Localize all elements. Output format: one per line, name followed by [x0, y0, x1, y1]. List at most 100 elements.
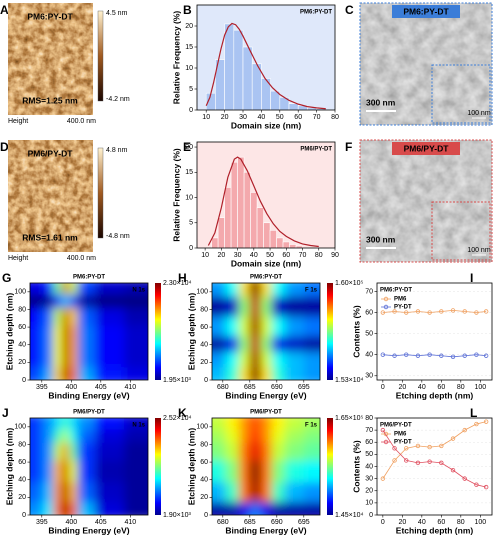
- series-marker: [462, 476, 467, 481]
- legend-label: PY-DT: [394, 440, 412, 446]
- y-tick-label: 60: [365, 439, 373, 446]
- series-marker: [450, 354, 456, 360]
- y-tick-label: 20: [365, 488, 373, 495]
- heatmap-cell: [239, 418, 251, 430]
- heatmap-cell: [303, 283, 320, 297]
- x-tick-label: 10: [202, 114, 210, 121]
- y-tick-label: 10: [365, 500, 373, 507]
- heatmap-cell: [303, 442, 320, 461]
- series-marker: [462, 309, 467, 314]
- series-marker: [483, 353, 489, 358]
- series-marker: [427, 310, 432, 315]
- heatmap-cell: [94, 501, 125, 515]
- y-tick-label: 80: [18, 441, 26, 448]
- footer-right: 400.0 nm: [67, 118, 96, 125]
- x-tick-label: 20: [398, 519, 406, 526]
- heatmap-cell: [94, 366, 125, 380]
- heatmap-cell: [30, 481, 43, 503]
- heatmap-cell: [94, 442, 125, 461]
- heatmap-cell: [284, 481, 305, 503]
- heatmap-cell: [30, 459, 43, 483]
- heatmap-cell: [249, 316, 262, 337]
- heatmap-cell: [303, 316, 320, 337]
- series-marker: [404, 310, 409, 315]
- y-tick-label: 0: [22, 512, 26, 519]
- scale-label: 300 nm: [366, 234, 396, 244]
- colorbar: [155, 418, 161, 515]
- series-marker: [380, 352, 386, 357]
- histogram-bar: [233, 29, 244, 111]
- x-tick-label: 690: [271, 384, 283, 391]
- series-marker: [415, 460, 421, 466]
- histogram-bar: [263, 222, 271, 249]
- x-tick-label: 80: [315, 252, 323, 259]
- heatmap-cell: [225, 316, 240, 337]
- y-tick-label: 100: [14, 289, 26, 296]
- inset-image: [432, 65, 490, 123]
- heatmap-cell: [77, 283, 96, 295]
- heatmap-cell: [303, 481, 320, 503]
- heatmap-cell: [30, 418, 43, 430]
- x-tick-label: 100: [474, 384, 486, 391]
- series-marker: [483, 484, 489, 490]
- heatmap-cell: [284, 366, 305, 380]
- colorbar: [327, 283, 333, 380]
- x-tick-label: 50: [266, 252, 274, 259]
- y-tick-label: 80: [200, 441, 208, 448]
- heatmap-cell: [249, 283, 262, 297]
- x-axis-label: Domain size (nm): [231, 258, 302, 268]
- y-tick-label: 40: [365, 352, 373, 359]
- colorbar-label: 1.53×10⁴: [335, 377, 364, 384]
- heatmap-cell: [303, 501, 320, 515]
- heatmap-cell: [124, 442, 148, 461]
- x-tick-label: 20: [217, 252, 225, 259]
- rms-label: RMS=1.25 nm: [22, 95, 78, 105]
- heatmap-cell: [62, 346, 69, 368]
- afm-image: [8, 140, 93, 252]
- heatmap-cell: [30, 294, 43, 308]
- heatmap-cell: [30, 366, 43, 380]
- histogram-bar: [224, 23, 235, 111]
- colorbar-label: 1.60×10⁵: [335, 280, 363, 287]
- heatmap-cell: [225, 481, 240, 503]
- y-axis-label: Etching depth (nm): [4, 428, 14, 506]
- heatmap-cell: [94, 418, 125, 430]
- heatmap-cell: [249, 296, 262, 317]
- colorbar: [155, 283, 161, 380]
- heatmap-cell: [249, 351, 262, 368]
- heatmap-cell: [124, 429, 148, 443]
- heatmap-cell: [62, 429, 69, 443]
- heatmap-cell: [284, 442, 305, 461]
- image-title: PM6/PY-DT: [404, 143, 450, 153]
- panel-label: G: [2, 271, 11, 285]
- heatmap-cell: [68, 346, 78, 368]
- panel-label: E: [183, 140, 191, 154]
- series-marker: [462, 427, 467, 433]
- heatmap-cell: [124, 366, 148, 380]
- x-tick-label: 410: [124, 519, 136, 526]
- legend-marker: [383, 431, 389, 437]
- inset-border: [431, 64, 491, 124]
- y-tick-label: 70: [365, 288, 373, 295]
- heatmap-cell: [53, 324, 63, 348]
- heatmap-cell: [124, 346, 148, 368]
- heatmap-cell: [53, 459, 63, 483]
- y-tick-label: 30: [365, 373, 373, 380]
- heatmap-cell: [225, 418, 240, 430]
- heatmap-cell: [124, 459, 148, 483]
- heatmap-cell: [212, 481, 226, 503]
- heatmap-cell: [303, 296, 320, 317]
- y-tick-label: 20: [18, 494, 26, 501]
- y-tick-label: 100: [196, 424, 208, 431]
- image-title: PM6:PY-DT: [403, 6, 449, 16]
- heatmap-cell: [41, 442, 55, 461]
- series-marker: [450, 308, 456, 313]
- heatmap-cell: [77, 324, 96, 348]
- heatmap-cells: [30, 418, 148, 515]
- heatmap-cell: [77, 442, 96, 461]
- heatmap-cell: [30, 501, 43, 515]
- y-tick-label: 70: [365, 427, 373, 434]
- heatmap-cell: [239, 316, 251, 337]
- panel-label: H: [178, 271, 187, 285]
- y-tick-label: 60: [18, 324, 26, 331]
